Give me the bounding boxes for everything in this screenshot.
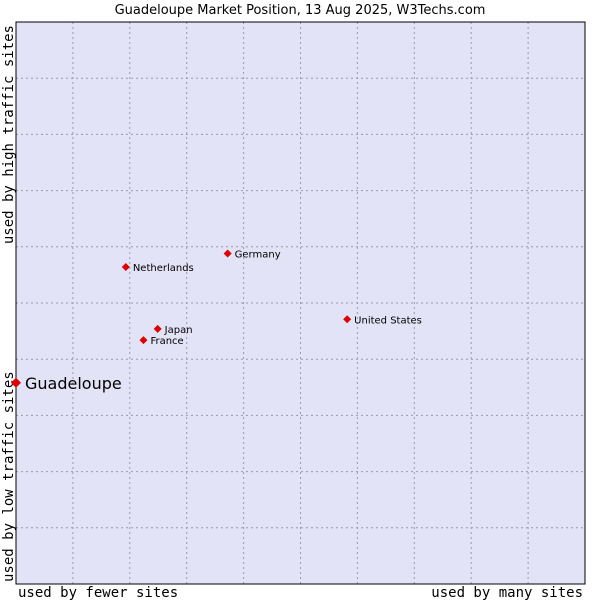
point-label-netherlands: Netherlands [133, 263, 194, 274]
grid-lines [16, 22, 585, 584]
plot-border [15, 21, 586, 585]
point-marker-germany [223, 249, 232, 258]
y-axis-label-low: used by low traffic sites [1, 371, 17, 582]
chart-title: Guadeloupe Market Position, 13 Aug 2025,… [115, 3, 486, 18]
data-points: Guadeloupe Germany Netherlands United State… [11, 249, 422, 393]
point-marker-netherlands [121, 263, 130, 272]
point-label-guadeloupe: Guadeloupe [25, 374, 122, 393]
point-label-germany: Germany [235, 250, 281, 261]
y-axis-label-high: used by high traffic sites [1, 25, 17, 244]
point-marker-united-states [343, 315, 352, 324]
x-axis-label-fewer: used by fewer sites [18, 585, 178, 600]
point-marker-guadeloupe [11, 377, 21, 388]
point-label-united-states: United States [354, 315, 422, 326]
x-axis-label-many: used by many sites [431, 585, 583, 600]
point-marker-japan [153, 324, 162, 333]
point-label-japan: Japan [164, 325, 193, 336]
point-marker-france [139, 336, 148, 345]
point-label-france: France [150, 336, 183, 347]
